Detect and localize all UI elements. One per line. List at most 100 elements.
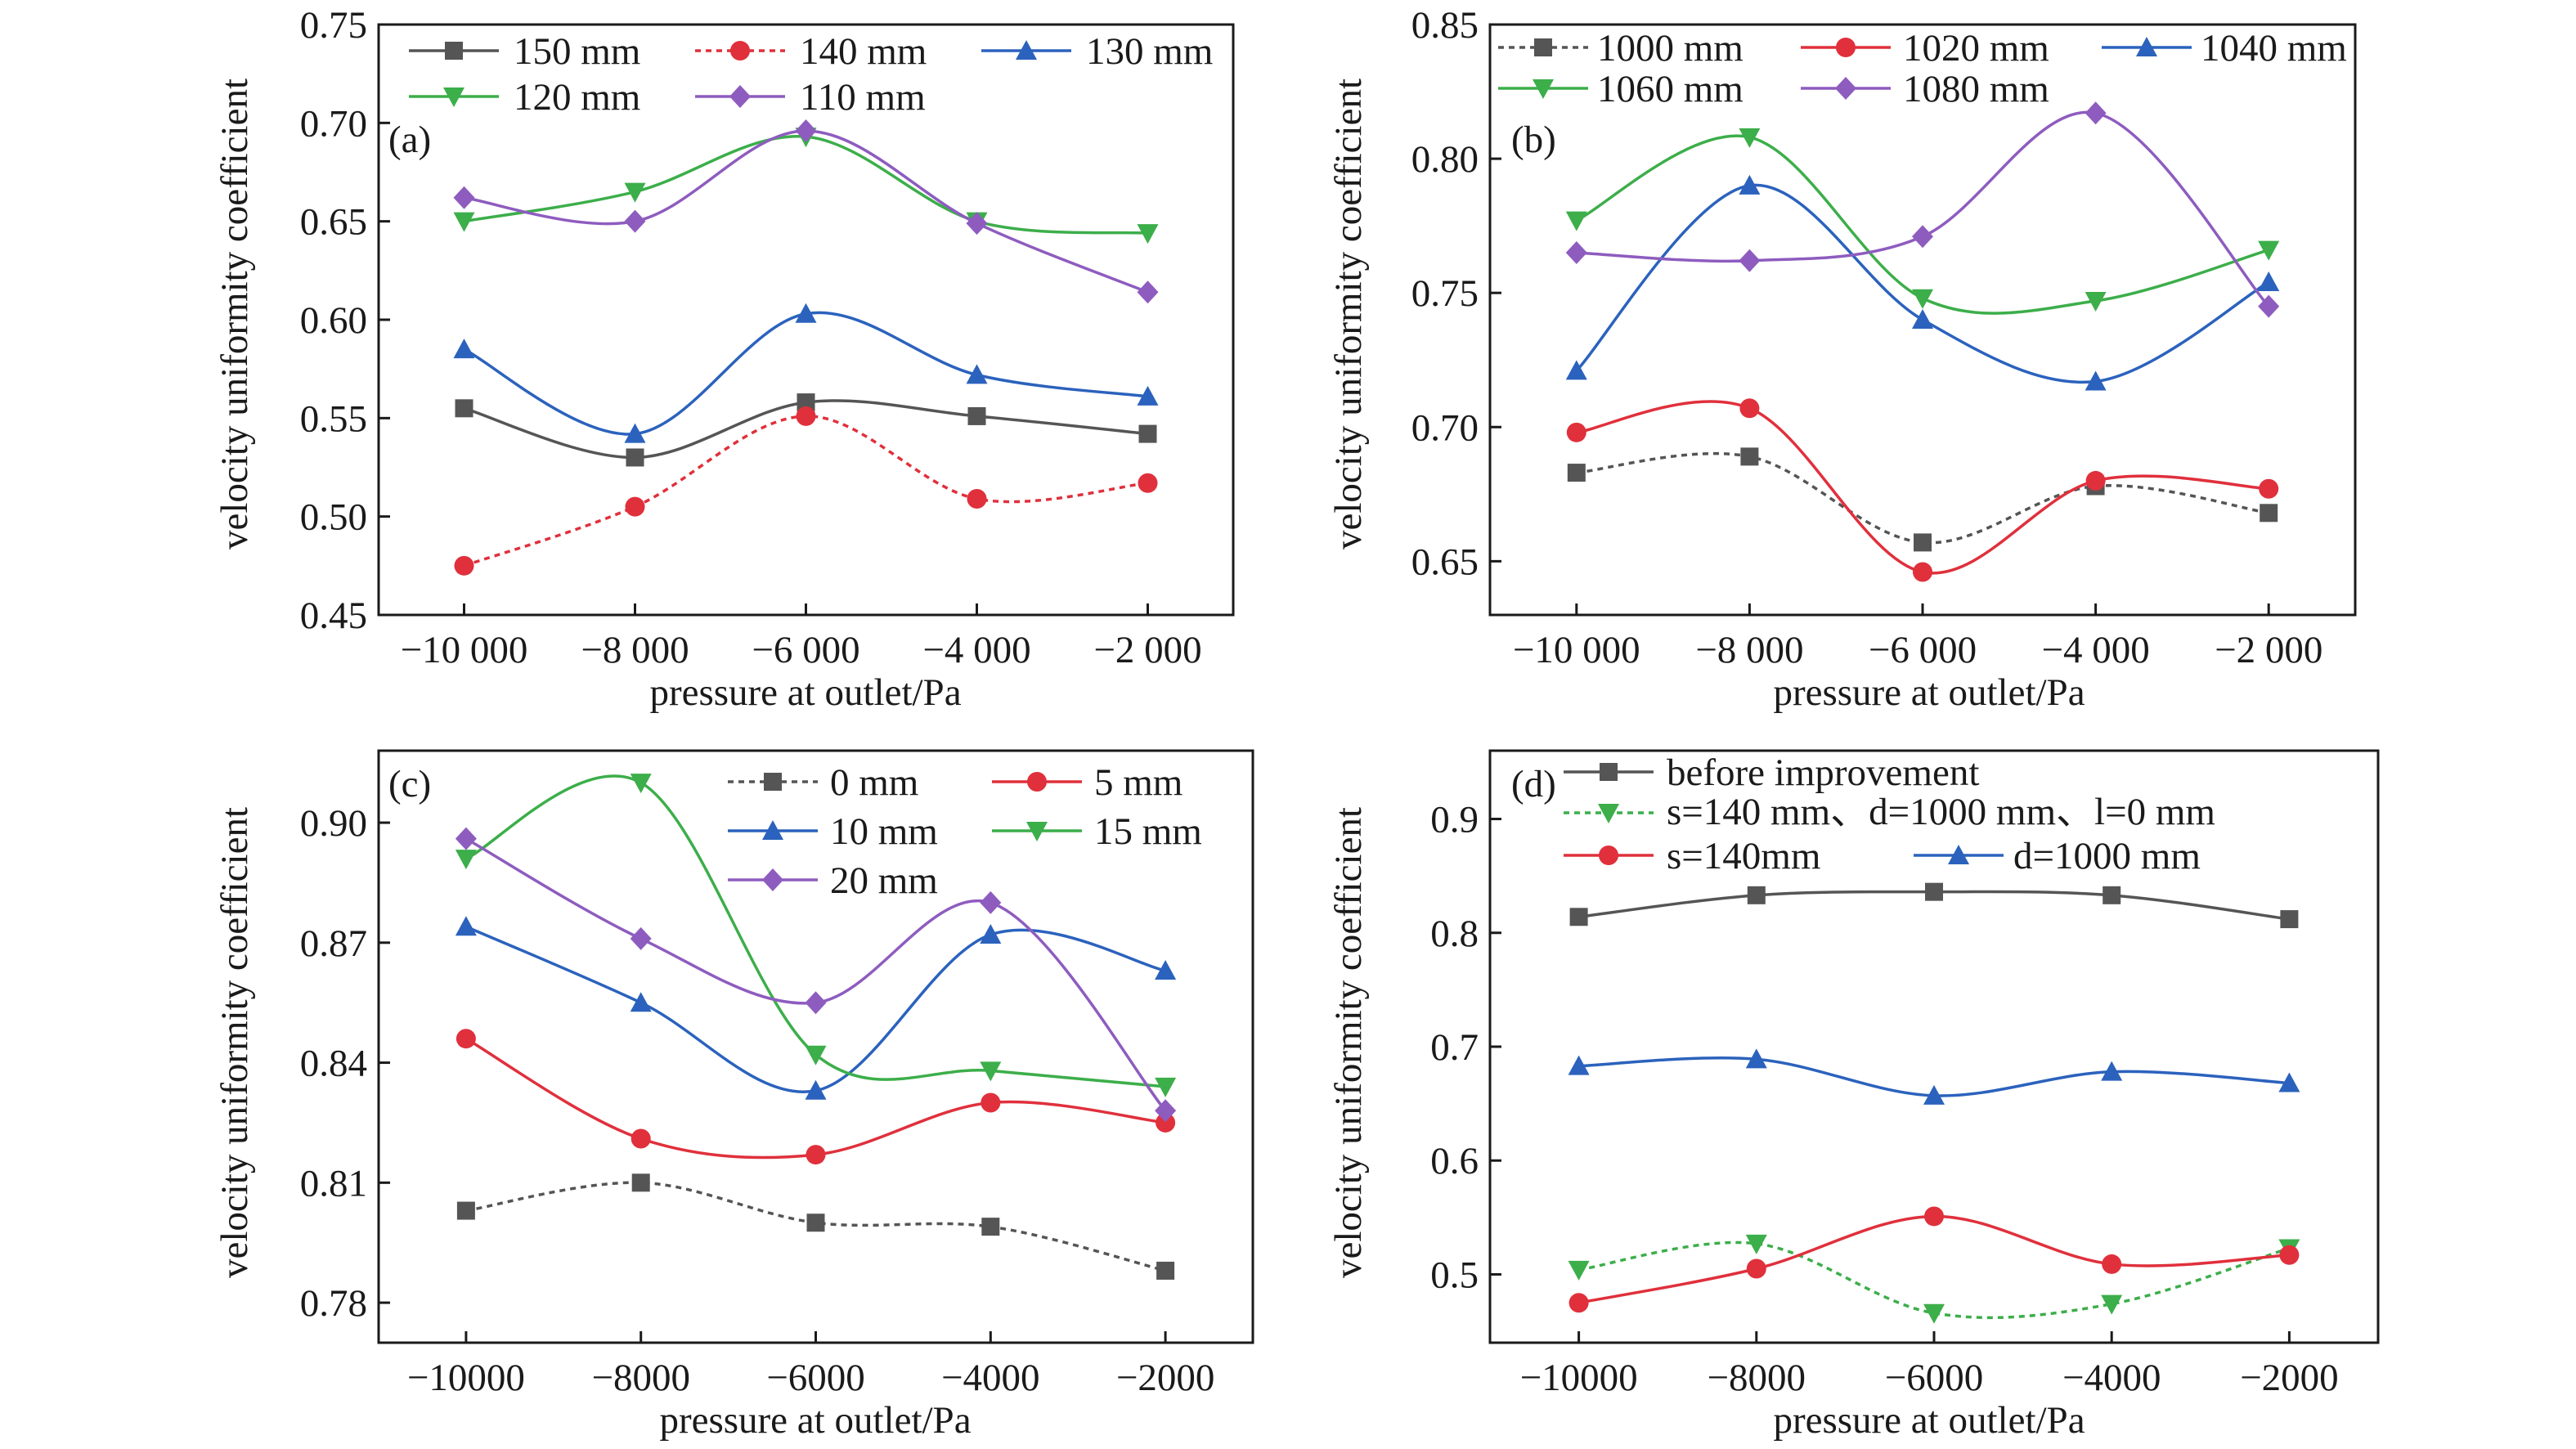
data-point [1739, 249, 1761, 272]
data-point [631, 1128, 651, 1149]
data-point [805, 1045, 827, 1065]
panel-a: (a) pressure at outlet/Pa velocity unifo… [213, 4, 1235, 714]
legend-label: s=140 mm、d=1000 mm、l=0 mm [1667, 791, 2215, 833]
legend-marker [1027, 772, 1047, 792]
data-point [980, 924, 1002, 944]
legend-marker [1598, 804, 1619, 823]
y-tick-label: 0.75 [1411, 272, 1479, 315]
data-point [2258, 294, 2280, 318]
y-tick-label: 0.55 [300, 397, 367, 440]
panel-label: (a) [388, 119, 431, 161]
series-line [464, 135, 1148, 235]
data-point [1923, 1084, 1945, 1105]
series-line [1576, 110, 2270, 307]
data-point [2279, 1245, 2300, 1265]
x-tick-label: −6 000 [1869, 629, 1977, 671]
legend-label: 10 mm [830, 810, 938, 853]
data-point [805, 1079, 827, 1100]
data-point [981, 1218, 1000, 1236]
series-line [1576, 134, 2269, 315]
x-tick-label: −2000 [1116, 1357, 1215, 1399]
data-point [1138, 473, 1158, 493]
data-point [1739, 128, 1761, 148]
legend-marker [1948, 845, 1969, 864]
y-tick-label: 0.60 [300, 299, 367, 342]
data-point [980, 890, 1002, 914]
data-point [2101, 1061, 2123, 1081]
data-point [1739, 398, 1760, 419]
x-tick-label: −4 000 [2041, 629, 2149, 671]
series-line [465, 837, 1167, 1112]
data-point [630, 926, 652, 950]
legend-marker [1533, 79, 1554, 99]
data-point [1912, 225, 1933, 249]
series-line [1578, 1214, 2290, 1304]
legend-label: s=140mm [1667, 835, 1820, 877]
data-point [805, 991, 827, 1015]
data-point [1568, 1055, 1590, 1075]
series-line [465, 774, 1166, 1088]
plot-frame [1488, 749, 2380, 1344]
data-point [1137, 280, 1159, 304]
y-tick-label: 0.5 [1430, 1254, 1479, 1296]
data-point [981, 1092, 1001, 1113]
data-point [980, 1061, 1002, 1082]
legend-marker [762, 820, 783, 840]
legend-label: 130 mm [1086, 30, 1213, 73]
data-point [1740, 447, 1759, 466]
x-axis-title: pressure at outlet/Pa [659, 1399, 971, 1442]
data-point [966, 364, 988, 384]
series-line [1578, 1240, 2290, 1320]
data-point [1924, 1206, 1944, 1227]
x-tick-label: −6000 [766, 1357, 865, 1399]
data-point [2259, 478, 2279, 499]
data-point [1745, 1234, 1767, 1254]
series-line [463, 415, 1148, 567]
panel-b: (b) pressure at outlet/Pa velocity unifo… [1327, 4, 2357, 714]
y-tick-label: 0.50 [300, 496, 367, 539]
data-point [1566, 422, 1586, 442]
x-tick-label: −2 000 [1093, 629, 1201, 671]
y-axis-title: velocity uniformity coefficient [213, 79, 256, 550]
legend-marker [729, 85, 751, 108]
data-point [626, 448, 644, 467]
data-point [1739, 174, 1761, 195]
series-line [1575, 183, 2270, 384]
y-tick-label: 0.78 [300, 1282, 367, 1325]
series-line [1576, 451, 2269, 545]
data-point [1923, 1303, 1945, 1324]
legend-label: 1080 mm [1903, 68, 2049, 110]
data-point [1138, 424, 1157, 443]
legend-marker [1836, 38, 1856, 57]
data-point [1565, 360, 1587, 380]
legend-label: 110 mm [800, 76, 926, 119]
y-axis-title: velocity uniformity coefficient [213, 807, 256, 1278]
y-axis-title: velocity uniformity coefficient [1327, 807, 1370, 1278]
legend-marker [730, 41, 750, 61]
x-axis-title: pressure at outlet/Pa [1773, 671, 2085, 714]
data-point [1913, 562, 1932, 582]
y-tick-label: 0.85 [1411, 4, 1479, 47]
data-point [1155, 960, 1177, 980]
x-tick-label: −4000 [2062, 1357, 2161, 1399]
legend-label: 5 mm [1094, 761, 1183, 804]
data-point [2258, 240, 2280, 261]
data-point [2085, 292, 2107, 312]
data-point [806, 1213, 825, 1232]
legend-label: 1040 mm [2201, 27, 2347, 70]
y-tick-label: 0.65 [1411, 541, 1479, 583]
data-point [1137, 385, 1159, 406]
data-point [630, 774, 652, 794]
legend-label: 1060 mm [1597, 68, 1744, 110]
data-point [455, 827, 477, 850]
x-tick-label: −10000 [1520, 1357, 1638, 1399]
data-point [1156, 1261, 1175, 1280]
y-tick-label: 0.65 [300, 201, 367, 244]
data-point [2101, 1294, 2123, 1315]
data-point [2102, 1254, 2122, 1274]
data-point [631, 1173, 650, 1192]
data-point [2085, 101, 2107, 125]
legend-label: 150 mm [514, 30, 640, 73]
data-point [2103, 886, 2121, 904]
